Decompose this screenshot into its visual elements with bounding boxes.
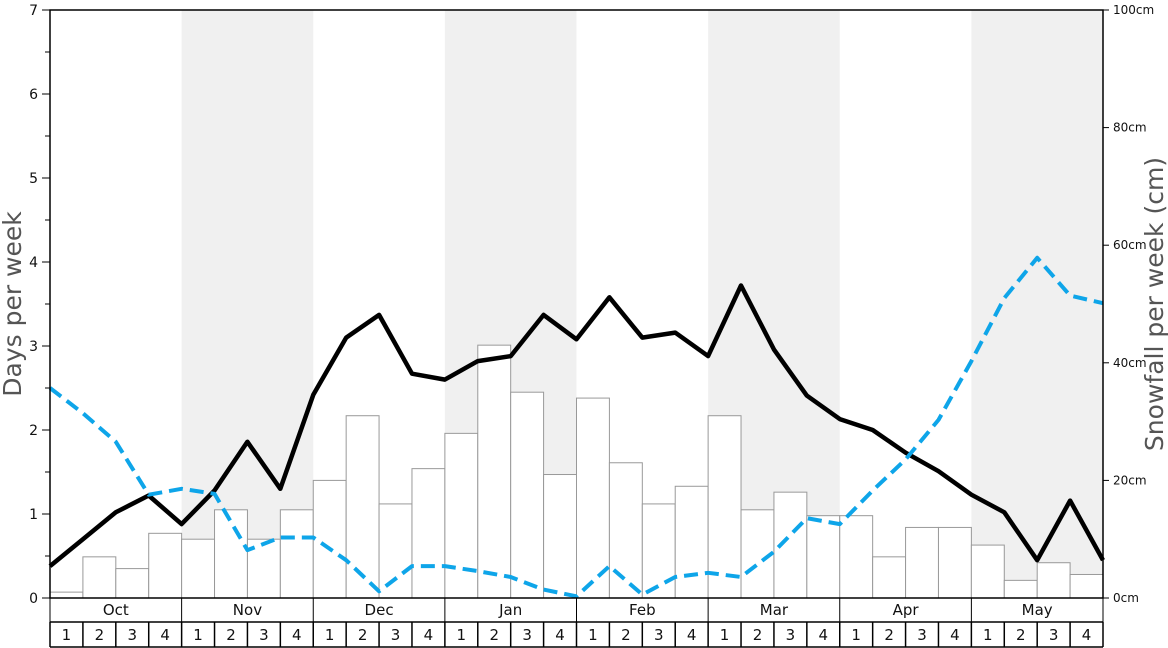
month-label-mar: Mar bbox=[760, 601, 789, 619]
week-label: 1 bbox=[983, 626, 993, 644]
week-label: 3 bbox=[127, 626, 137, 644]
week-label: 1 bbox=[193, 626, 203, 644]
week-label: 4 bbox=[1082, 626, 1092, 644]
month-shading bbox=[181, 10, 1103, 598]
series-lines bbox=[48, 255, 1105, 599]
bar-week-20 bbox=[674, 485, 709, 599]
bar-week-30 bbox=[1003, 579, 1038, 599]
bar-week-9 bbox=[312, 479, 347, 599]
left-tick-label: 6 bbox=[29, 87, 38, 103]
week-label: 3 bbox=[654, 626, 664, 644]
right-axis: 0cm 20cm 40cm 60cm 80cm 100cm bbox=[1103, 3, 1154, 605]
month-label-apr: Apr bbox=[893, 601, 920, 619]
week-label: 3 bbox=[786, 626, 796, 644]
week-label: 2 bbox=[1016, 626, 1026, 644]
week-label: 2 bbox=[95, 626, 105, 644]
month-label-oct: Oct bbox=[103, 601, 129, 619]
month-label-jan: Jan bbox=[498, 601, 522, 619]
week-label: 2 bbox=[884, 626, 894, 644]
bar-week-16 bbox=[543, 474, 577, 599]
week-label: 4 bbox=[687, 626, 697, 644]
bar-week-25 bbox=[839, 515, 874, 599]
week-label: 4 bbox=[819, 626, 829, 644]
right-tick-label: 80cm bbox=[1113, 121, 1147, 135]
bar-week-14 bbox=[477, 344, 512, 599]
bar-week-2 bbox=[82, 556, 117, 599]
bar-week-21 bbox=[707, 415, 742, 599]
bar-week-17 bbox=[576, 397, 610, 599]
left-tick-label: 5 bbox=[29, 171, 38, 187]
bar-week-15 bbox=[510, 391, 545, 599]
week-label: 1 bbox=[457, 626, 467, 644]
week-label: 1 bbox=[62, 626, 72, 644]
bar-week-12 bbox=[411, 468, 446, 599]
left-tick-label: 3 bbox=[29, 339, 38, 355]
week-label: 2 bbox=[358, 626, 368, 644]
week-label: 4 bbox=[555, 626, 565, 644]
bar-week-1 bbox=[49, 591, 84, 599]
bar-week-10 bbox=[345, 415, 380, 599]
week-label: 4 bbox=[424, 626, 434, 644]
dashed-line-series bbox=[48, 255, 1104, 599]
right-tick-label: 60cm bbox=[1113, 238, 1147, 252]
left-tick-label: 0 bbox=[29, 591, 38, 607]
week-label: 3 bbox=[917, 626, 927, 644]
right-tick-label: 40cm bbox=[1113, 356, 1147, 370]
week-label: 2 bbox=[753, 626, 763, 644]
bar-week-11 bbox=[378, 503, 413, 599]
right-tick-label: 100cm bbox=[1113, 3, 1154, 17]
bar-week-24 bbox=[806, 515, 841, 599]
week-label: 3 bbox=[391, 626, 401, 644]
bar-week-28 bbox=[937, 526, 972, 599]
shade-may bbox=[971, 10, 1103, 598]
week-label: 4 bbox=[160, 626, 170, 644]
bar-week-26 bbox=[872, 556, 907, 599]
bar-week-19 bbox=[641, 503, 676, 599]
left-axis: 0 1 2 3 4 5 6 7 bbox=[29, 3, 50, 607]
bar-week-27 bbox=[905, 526, 939, 599]
left-tick-label: 1 bbox=[29, 507, 38, 523]
week-label: 1 bbox=[588, 626, 598, 644]
bar-week-8 bbox=[279, 509, 314, 599]
month-label-nov: Nov bbox=[233, 601, 262, 619]
right-tick-label: 20cm bbox=[1113, 473, 1147, 487]
week-label: 3 bbox=[522, 626, 532, 644]
bar-week-3 bbox=[115, 568, 150, 599]
solid-line-series bbox=[48, 283, 1105, 568]
month-label-may: May bbox=[1022, 601, 1053, 619]
week-label: 3 bbox=[1049, 626, 1059, 644]
bar-week-5 bbox=[181, 538, 216, 599]
bar-week-4 bbox=[148, 532, 183, 599]
bar-week-18 bbox=[608, 462, 643, 599]
week-label: 3 bbox=[259, 626, 269, 644]
week-label: 4 bbox=[292, 626, 302, 644]
bar-week-13 bbox=[444, 432, 479, 599]
right-axis-title: Snowfall per week (cm) bbox=[1140, 157, 1168, 451]
week-label: 1 bbox=[720, 626, 730, 644]
week-label: 1 bbox=[851, 626, 861, 644]
x-axis: Oct Nov Dec Jan Feb Mar Apr May 1 2 3 4 1 2 3 4 1 2 3 4 1 2 3 4… bbox=[49, 598, 1104, 648]
month-label-feb: Feb bbox=[629, 601, 656, 619]
bar-week-32 bbox=[1069, 573, 1104, 599]
left-tick-label: 2 bbox=[29, 423, 38, 439]
week-label: 2 bbox=[226, 626, 236, 644]
week-label: 2 bbox=[621, 626, 631, 644]
left-axis-title: Days per week bbox=[0, 211, 27, 397]
bar-week-29 bbox=[970, 544, 1005, 599]
right-tick-label: 0cm bbox=[1113, 591, 1139, 605]
left-tick-label: 7 bbox=[29, 3, 38, 19]
week-label: 2 bbox=[489, 626, 499, 644]
bar-week-31 bbox=[1036, 562, 1071, 599]
bar-week-6 bbox=[214, 509, 248, 599]
week-label: 1 bbox=[325, 626, 335, 644]
week-label: 4 bbox=[950, 626, 960, 644]
month-label-dec: Dec bbox=[365, 601, 394, 619]
left-tick-label: 4 bbox=[29, 255, 38, 271]
